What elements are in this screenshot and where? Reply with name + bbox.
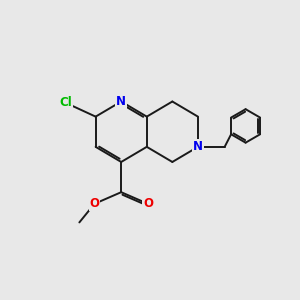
Text: Cl: Cl [59,96,72,109]
Text: N: N [116,95,126,108]
Text: O: O [143,197,153,210]
Text: O: O [89,197,100,210]
Text: N: N [193,140,203,153]
